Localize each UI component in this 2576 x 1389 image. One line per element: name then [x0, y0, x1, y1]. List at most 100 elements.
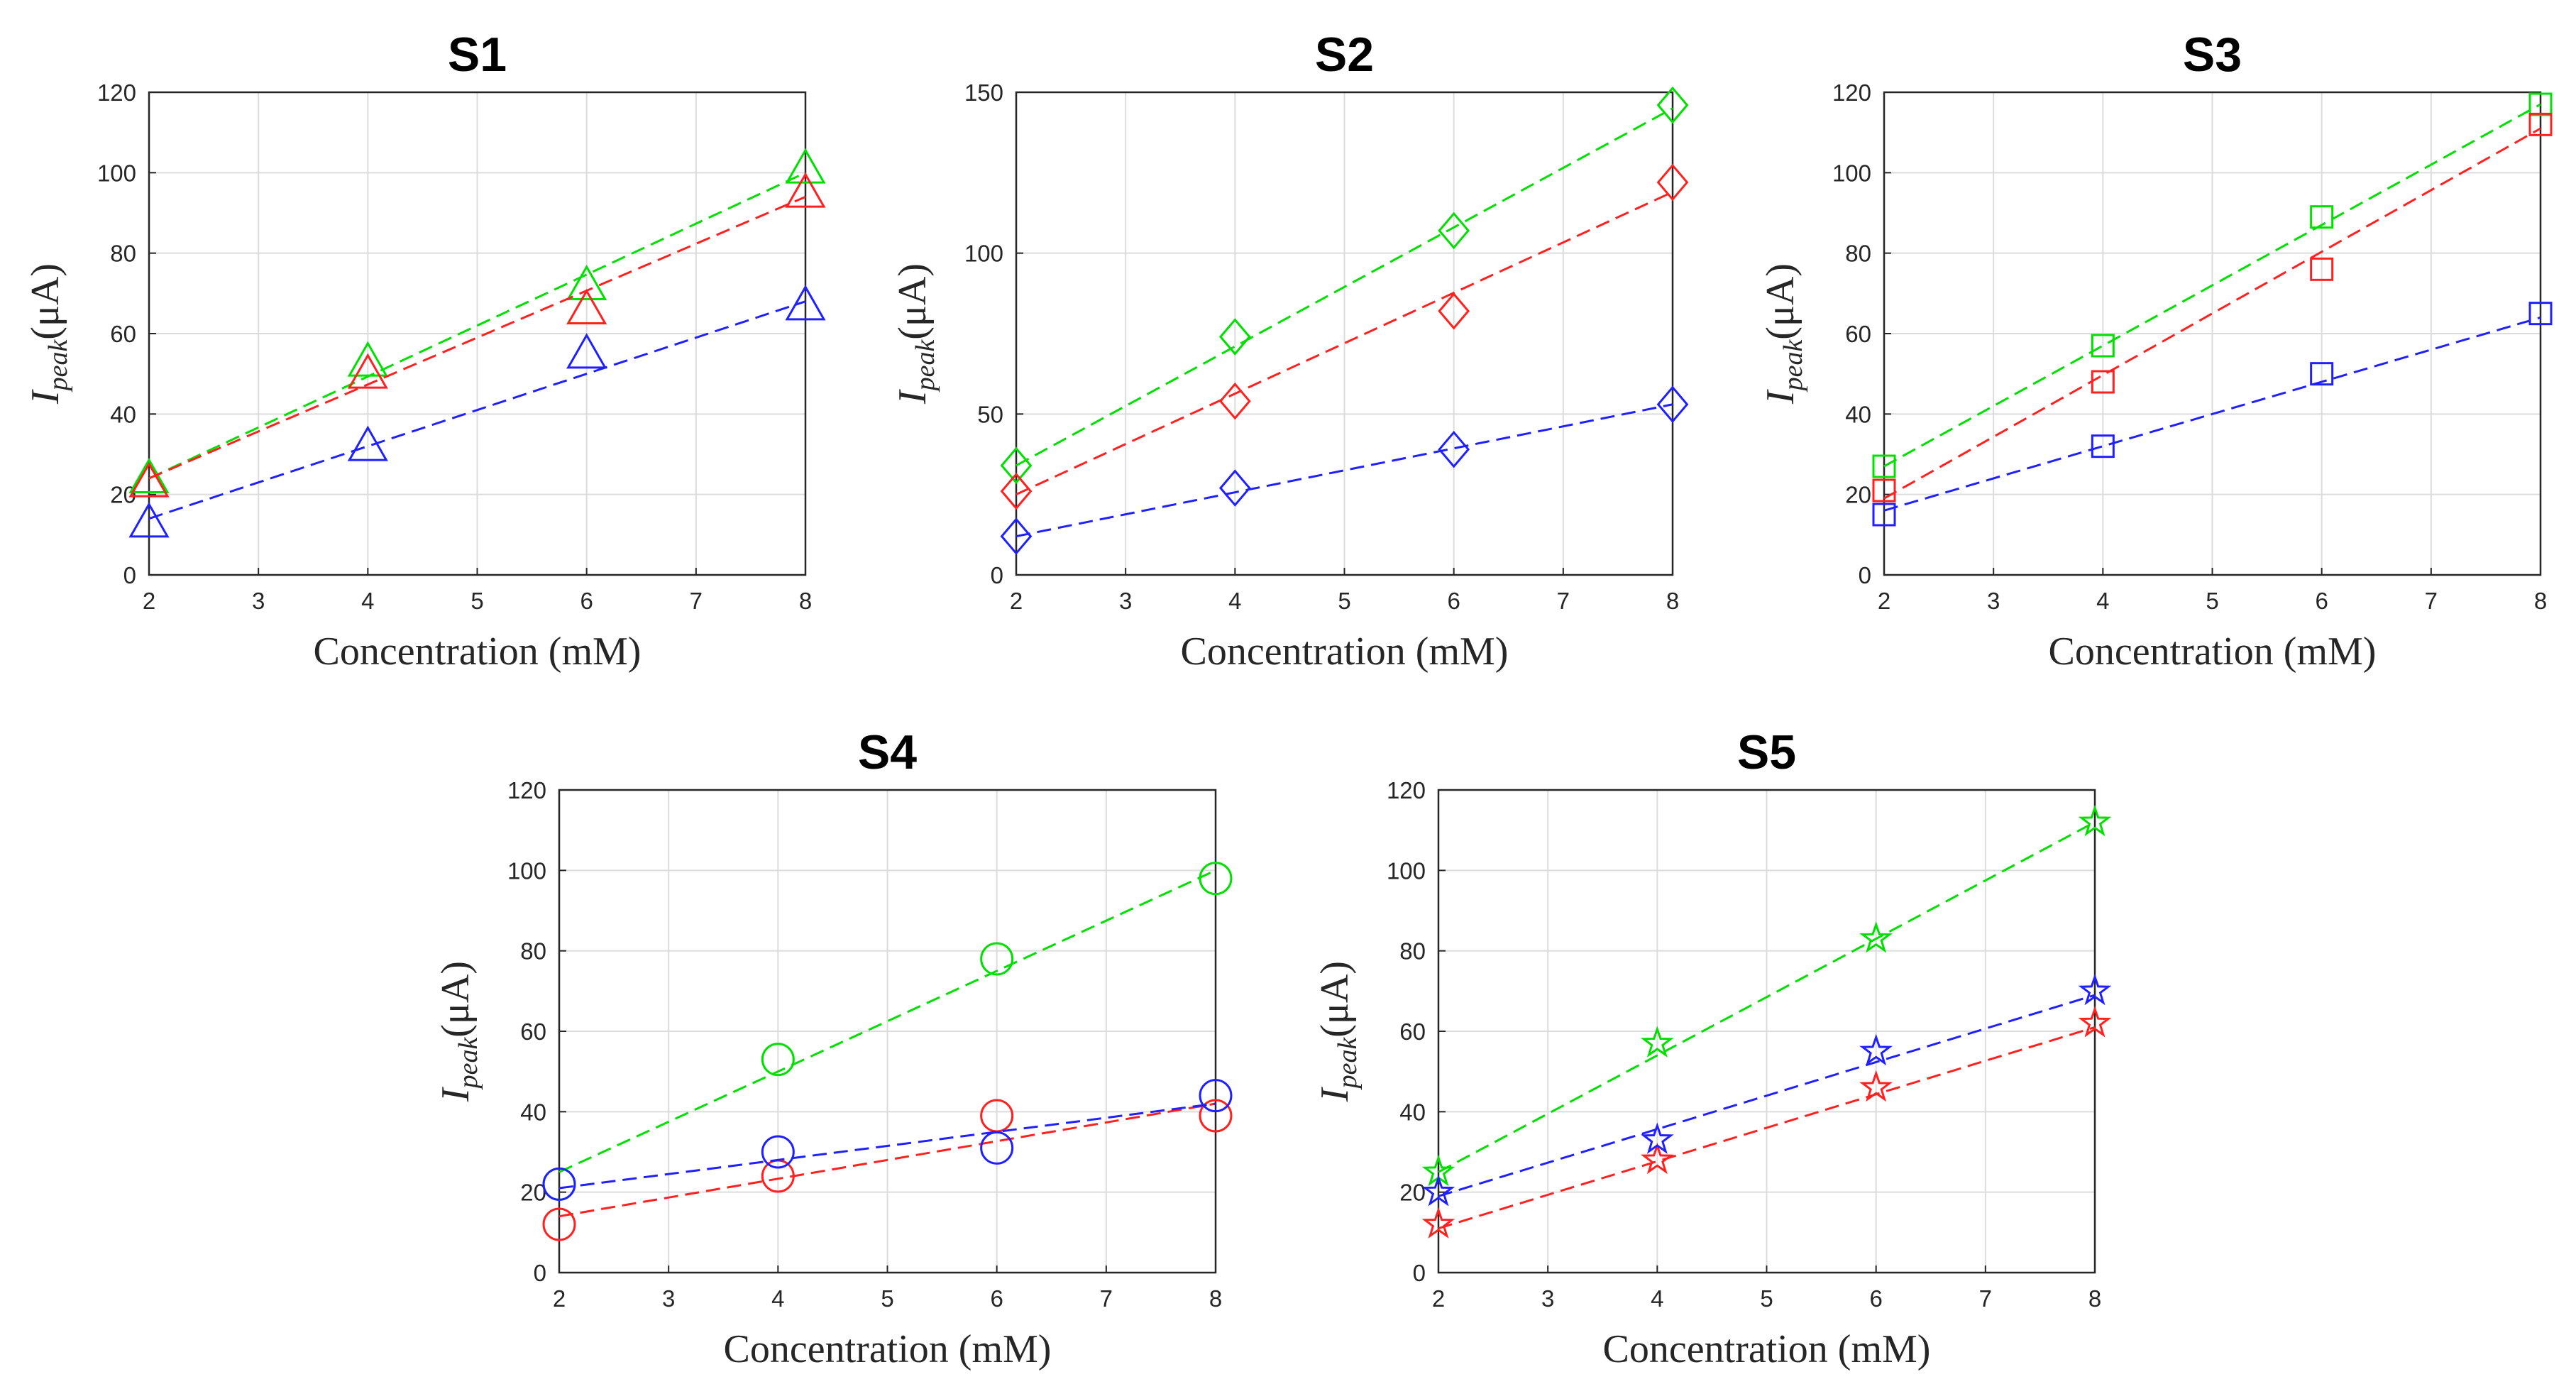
data-point-green — [761, 1043, 795, 1077]
y-tick-label: 0 — [1859, 562, 1871, 588]
chart-s2: S2 2 3 4 5 6 7 8 0 50 100 150 Concentration (mM) Ipea… — [891, 28, 1689, 674]
x-tick-label: 6 — [1447, 588, 1460, 614]
fit-line-green — [148, 171, 806, 480]
data-point-blue — [1421, 1175, 1455, 1207]
y-axis-label: Ipeak(μA) — [23, 263, 73, 405]
x-tick-label: 3 — [1119, 588, 1132, 614]
y-axis-label-unit: (μA) — [434, 961, 478, 1038]
x-tick-label: 5 — [881, 1285, 893, 1312]
x-tick-label: 7 — [2425, 588, 2438, 614]
data-point-green — [1859, 921, 1893, 953]
y-tick-label: 120 — [507, 777, 546, 803]
y-tick-label: 40 — [520, 1099, 546, 1125]
data-point-blue — [347, 425, 388, 461]
chart-title: S5 — [1737, 725, 1796, 779]
fit-line-blue — [558, 1102, 1216, 1190]
chart-title: S4 — [858, 725, 917, 779]
data-point-blue — [2528, 302, 2553, 326]
x-axis-label: Concentration (mM) — [2049, 630, 2377, 674]
x-tick-label: 2 — [553, 1285, 566, 1312]
y-axis-label-unit: (μA) — [1758, 263, 1802, 340]
x-axis-label: Concentration (mM) — [724, 1327, 1052, 1371]
y-axis-label-unit: (μA) — [1313, 961, 1357, 1038]
fit-line-blue — [148, 300, 806, 520]
data-point-red — [2310, 257, 2334, 281]
fit-line-blue — [1883, 316, 2541, 512]
fit-line-green — [558, 869, 1216, 1173]
data-point-blue — [1640, 1122, 1674, 1154]
y-axis-label-main: I — [891, 389, 935, 405]
y-tick-label: 120 — [1832, 79, 1871, 106]
y-tick-label: 60 — [1399, 1019, 1426, 1045]
x-tick-label: 2 — [1878, 588, 1890, 614]
y-axis-label-main: I — [434, 1087, 478, 1102]
data-point-red — [347, 353, 388, 389]
data-point-red — [2078, 1006, 2112, 1038]
y-axis-label: Ipeak(μA) — [434, 961, 483, 1102]
y-tick-label: 60 — [1845, 321, 1871, 347]
y-tick-label: 20 — [1845, 482, 1871, 508]
y-axis-label-main: I — [1758, 389, 1802, 405]
data-point-red — [1656, 163, 1689, 202]
data-point-green — [2091, 334, 2115, 358]
x-tick-label: 3 — [1987, 588, 2000, 614]
data-point-blue — [1000, 517, 1033, 555]
y-axis-label-main: I — [23, 389, 67, 405]
x-tick-label: 3 — [1541, 1285, 1554, 1312]
data-point-blue — [2310, 362, 2334, 386]
data-point-blue — [1859, 1033, 1893, 1066]
data-point-red — [128, 461, 170, 498]
y-tick-label: 60 — [110, 321, 136, 347]
y-tick-label: 40 — [1399, 1099, 1426, 1125]
x-tick-label: 4 — [771, 1285, 784, 1312]
y-axis-label: Ipeak(μA) — [1313, 961, 1363, 1102]
y-axis-label-main: I — [1313, 1087, 1357, 1102]
x-tick-label: 8 — [2534, 588, 2547, 614]
y-axis-label-unit: (μA) — [891, 263, 935, 340]
data-point-green — [785, 148, 826, 184]
data-point-red — [1872, 478, 1896, 503]
x-tick-label: 5 — [470, 588, 483, 614]
x-tick-label: 7 — [1979, 1285, 1992, 1312]
y-tick-label: 60 — [520, 1019, 546, 1045]
data-point-green — [128, 457, 170, 493]
fit-line-green — [1883, 103, 2541, 468]
fit-line-red — [148, 195, 806, 480]
data-point-blue — [1199, 1079, 1233, 1113]
y-tick-label: 20 — [520, 1180, 546, 1206]
y-tick-label: 0 — [991, 562, 1003, 588]
y-tick-label: 0 — [123, 562, 136, 588]
y-axis-label-sub: peak — [1333, 1037, 1363, 1091]
fit-line-red — [558, 1102, 1216, 1218]
x-tick-label: 8 — [2088, 1285, 2101, 1312]
data-point-blue — [566, 333, 607, 369]
y-tick-label: 100 — [97, 160, 136, 186]
y-tick-label: 100 — [964, 241, 1003, 267]
x-axis-label: Concentration (mM) — [1603, 1327, 1931, 1371]
data-point-blue — [2078, 973, 2112, 1006]
data-point-green — [2310, 205, 2334, 229]
chart-title: S2 — [1315, 28, 1374, 82]
data-point-red — [1438, 292, 1470, 330]
x-tick-label: 6 — [1869, 1285, 1882, 1312]
data-point-red — [1421, 1207, 1455, 1239]
data-point-red — [1859, 1070, 1893, 1102]
x-tick-label: 5 — [2206, 588, 2218, 614]
data-point-red — [2528, 112, 2553, 136]
y-tick-label: 100 — [1832, 160, 1871, 186]
y-tick-label: 40 — [110, 401, 136, 427]
y-tick-label: 40 — [1845, 401, 1871, 427]
x-tick-label: 8 — [799, 588, 812, 614]
chart-title: S3 — [2183, 28, 2242, 82]
chart-title: S1 — [448, 28, 507, 82]
x-tick-label: 4 — [2096, 588, 2109, 614]
fit-line-blue — [1438, 994, 2096, 1197]
x-tick-label: 3 — [662, 1285, 675, 1312]
fit-line-blue — [1015, 403, 1673, 538]
x-tick-label: 7 — [690, 588, 703, 614]
y-axis-label-sub: peak — [910, 339, 940, 393]
data-point-green — [347, 341, 388, 377]
